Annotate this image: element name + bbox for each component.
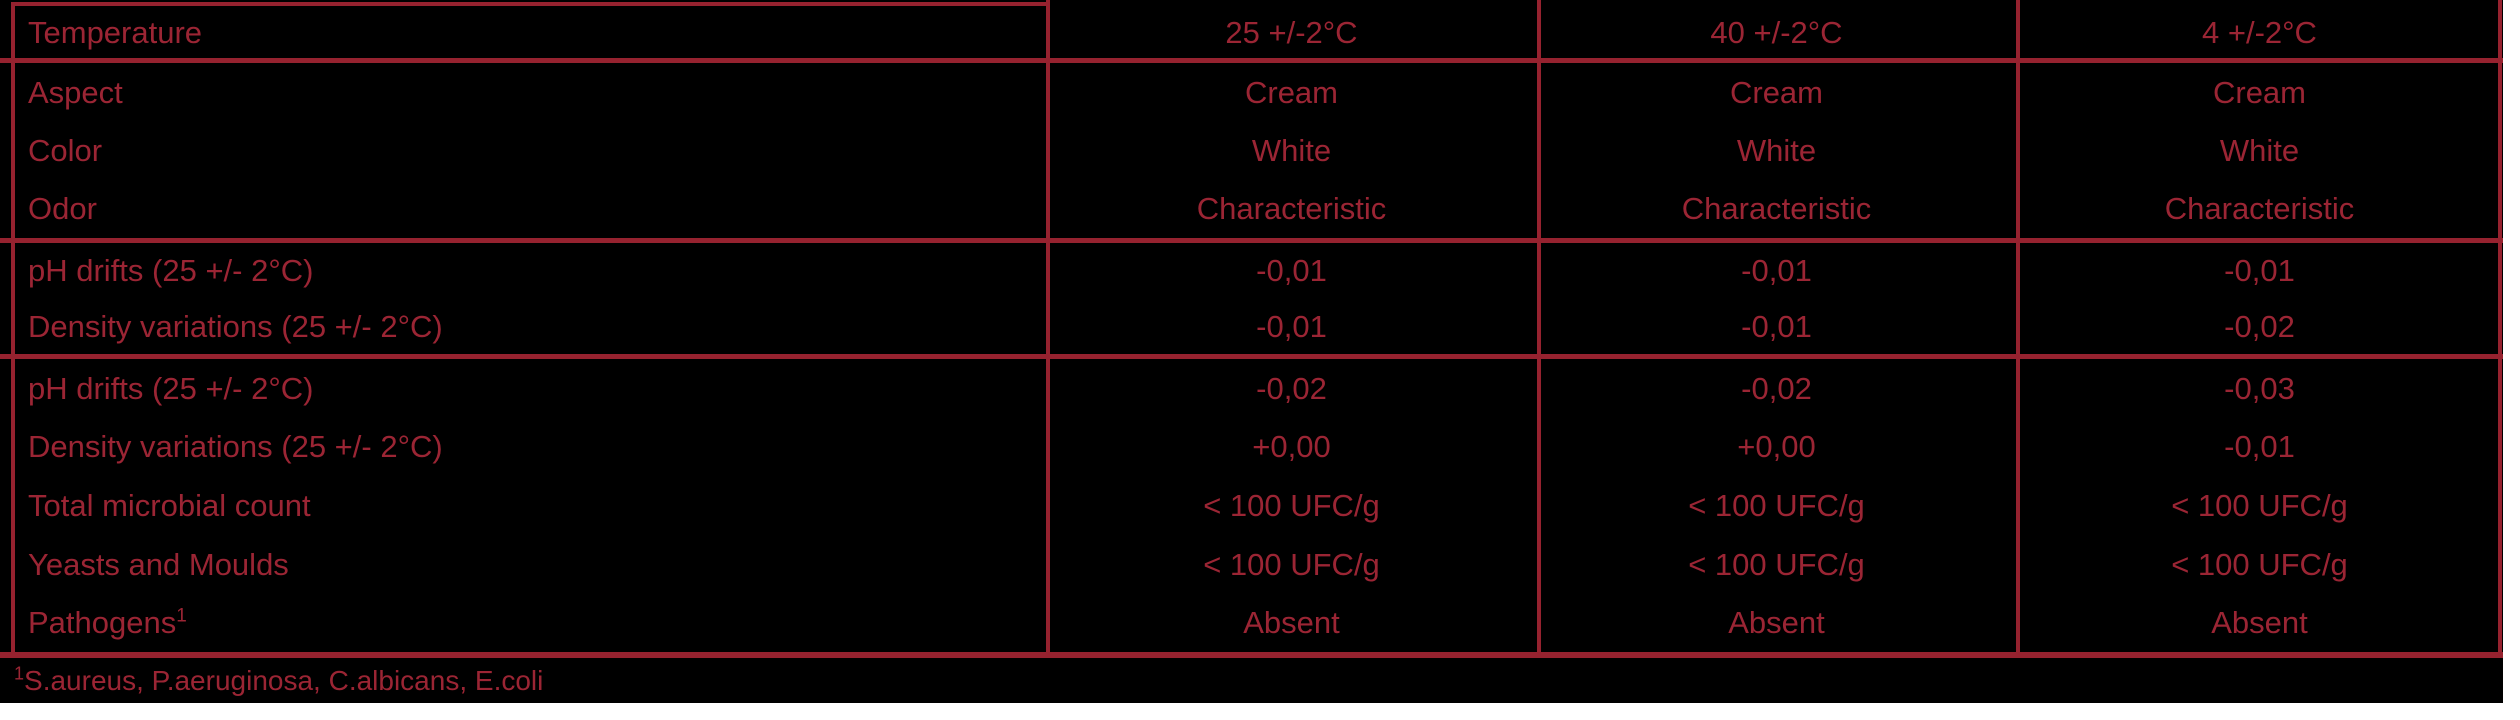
row-label: Yeasts and Moulds [28, 546, 289, 582]
row-label: Aspect [28, 74, 123, 110]
row-label: pH drifts (25 +/- 2°C) [28, 370, 314, 406]
value-cell: White [2219, 132, 2300, 168]
column-divider-3 [2016, 0, 2020, 657]
table-bottom-border [0, 652, 2503, 658]
footnote-text: S.aureus, P.aeruginosa, C.albicans, E.co… [24, 665, 544, 696]
table-header-row: Temperature 25 +/-2°C 40 +/-2°C 4 +/-2°C [0, 6, 2503, 58]
table-row-ph-drifts-1: pH drifts (25 +/- 2°C) -0,01 -0,01 -0,01 [0, 243, 2503, 299]
value-cell: < 100 UFC/g [1203, 546, 1380, 582]
value-cell: +0,00 [1737, 429, 1816, 465]
table-row-density-variations-2: Density variations (25 +/- 2°C) +0,00 +0… [0, 418, 2503, 477]
group-separator-2 [0, 354, 2503, 359]
table-row-density-variations-1: Density variations (25 +/- 2°C) -0,01 -0… [0, 299, 2503, 355]
value-cell: -0,02 [1256, 370, 1327, 406]
value-cell: Characteristic [2164, 191, 2355, 227]
section-organoleptic: Aspect Cream Cream Cream Color White Whi… [0, 63, 2503, 238]
pathogens-footnote-marker: 1 [176, 605, 187, 627]
value-cell: < 100 UFC/g [1203, 487, 1380, 523]
section-drifts-2-micro: pH drifts (25 +/- 2°C) -0,02 -0,02 -0,03… [0, 359, 2503, 652]
header-column-4c: 4 +/-2°C [2202, 14, 2317, 50]
row-label: Density variations (25 +/- 2°C) [28, 308, 443, 344]
table-top-border [11, 2, 1050, 6]
value-cell: < 100 UFC/g [2171, 546, 2348, 582]
value-cell: -0,01 [1256, 308, 1327, 344]
value-cell: -0,01 [1741, 253, 1812, 289]
value-cell: < 100 UFC/g [2171, 487, 2348, 523]
header-column-25c: 25 +/-2°C [1225, 14, 1358, 50]
value-cell: +0,00 [1252, 429, 1331, 465]
value-cell: Characteristic [1196, 191, 1387, 227]
table-row-aspect: Aspect Cream Cream Cream [0, 63, 2503, 121]
row-label: Total microbial count [28, 487, 311, 523]
table-row-color: Color White White White [0, 121, 2503, 179]
header-column-40c: 40 +/-2°C [1710, 14, 1843, 50]
section-drifts-1: pH drifts (25 +/- 2°C) -0,01 -0,01 -0,01… [0, 243, 2503, 354]
value-cell: Cream [1244, 74, 1338, 110]
value-cell: Cream [2212, 74, 2306, 110]
value-cell: White [1736, 132, 1817, 168]
column-divider-1 [1046, 0, 1050, 657]
value-cell: -0,01 [2224, 253, 2295, 289]
value-cell: -0,01 [2224, 429, 2295, 465]
footnote: 1S.aureus, P.aeruginosa, C.albicans, E.c… [14, 663, 544, 697]
value-cell: -0,02 [1741, 370, 1812, 406]
row-label: pH drifts (25 +/- 2°C) [28, 253, 314, 289]
group-separator-1 [0, 238, 2503, 243]
header-label-temperature: Temperature [28, 14, 203, 50]
column-divider-2 [1537, 0, 1541, 657]
value-cell: -0,02 [2224, 308, 2295, 344]
row-label: Pathogens1 [0, 607, 1046, 638]
row-label: Odor [28, 191, 97, 227]
value-cell: Absent [2211, 605, 2308, 641]
header-separator [0, 58, 2503, 63]
table-row-ph-drifts-2: pH drifts (25 +/- 2°C) -0,02 -0,02 -0,03 [0, 359, 2503, 418]
value-cell: -0,03 [2224, 370, 2295, 406]
footnote-marker: 1 [14, 663, 25, 684]
table-row-pathogens: Pathogens1 Absent Absent Absent [0, 593, 2503, 652]
table-left-border [11, 2, 15, 657]
table-row-total-microbial-count: Total microbial count < 100 UFC/g < 100 … [0, 476, 2503, 535]
pathogens-label: Pathogens [28, 605, 177, 641]
value-cell: Absent [1728, 605, 1825, 641]
table-row-yeasts-and-moulds: Yeasts and Moulds < 100 UFC/g < 100 UFC/… [0, 535, 2503, 594]
table-right-border [2498, 0, 2502, 657]
value-cell: < 100 UFC/g [1688, 487, 1865, 523]
value-cell: Characteristic [1681, 191, 1872, 227]
value-cell: White [1251, 132, 1332, 168]
value-cell: -0,01 [1741, 308, 1812, 344]
value-cell: -0,01 [1256, 253, 1327, 289]
row-label: Density variations (25 +/- 2°C) [28, 429, 443, 465]
table-area: Temperature 25 +/-2°C 40 +/-2°C 4 +/-2°C… [0, 0, 2503, 703]
value-cell: < 100 UFC/g [1688, 546, 1865, 582]
value-cell: Absent [1243, 605, 1340, 641]
value-cell: Cream [1729, 74, 1823, 110]
row-label: Color [28, 132, 103, 168]
table-row-odor: Odor Characteristic Characteristic Chara… [0, 180, 2503, 238]
